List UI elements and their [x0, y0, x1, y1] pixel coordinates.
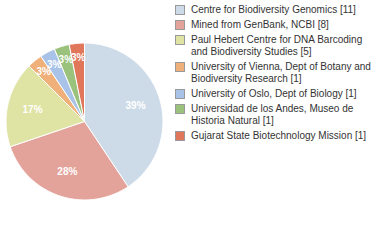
svg-text:3%: 3% [58, 54, 74, 66]
html-text:Paul Hebert Centre for DNA Bar: Paul Hebert Centre for DNA Barcoding and… [191, 34, 363, 57]
html-text:University of Vienna, Dept of: University of Vienna, Dept of Botany and… [191, 61, 371, 84]
svg-text:17%: 17% [23, 104, 43, 115]
html-text:University of Oslo, Dept of Bi: University of Oslo, Dept of Biology [1] [191, 88, 357, 99]
svg-text:3%: 3% [36, 66, 51, 77]
html-text:Gujarat State Biotechnology Mi: Gujarat State Biotechnology Mission [1] [191, 130, 367, 141]
html-text:Centre for Biodiversity Genomi: Centre for Biodiversity Genomics [11] [191, 4, 356, 15]
svg-text:39%: 39% [126, 100, 146, 111]
html-text:Universidad de los Andes, Muse: Universidad de los Andes, Museo de Histo… [191, 103, 354, 126]
html-text:Mined from GenBank, NCBI [8]: Mined from GenBank, NCBI [8] [191, 19, 329, 30]
svg-text:28%: 28% [57, 166, 77, 177]
svg-text:3%: 3% [47, 59, 62, 70]
svg-text:3%: 3% [71, 52, 86, 63]
